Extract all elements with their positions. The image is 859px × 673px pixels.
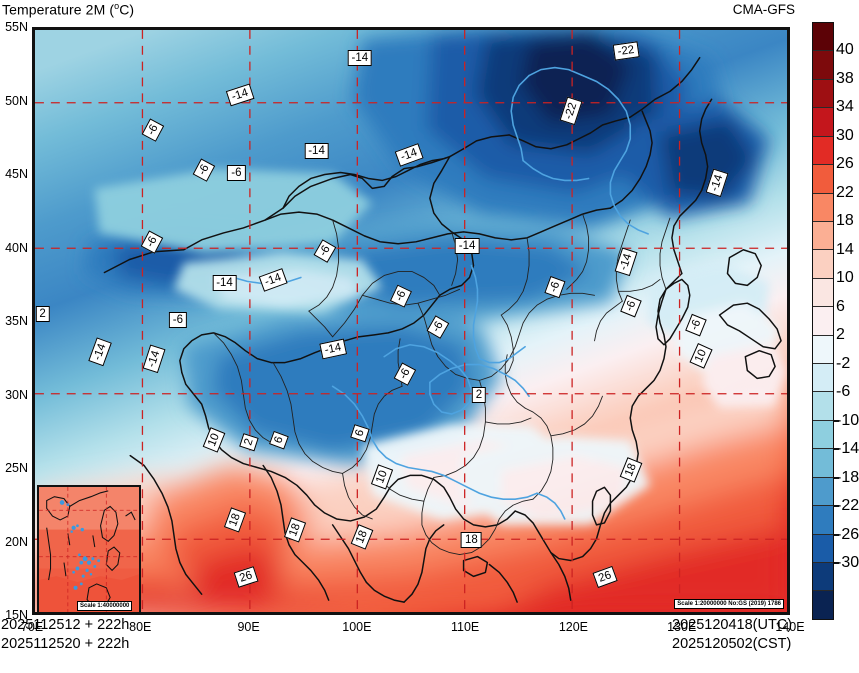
footer-valid-time-cst: 2025120502(CST) — [672, 636, 792, 652]
contour-label--6: -6 — [168, 311, 188, 328]
colorbar-segment — [813, 562, 833, 591]
colorbar-tick--22: -22 — [836, 497, 859, 515]
lat-tick-35n: 35N — [5, 314, 28, 328]
colorbar-segment — [813, 107, 833, 136]
colorbar-segment — [813, 164, 833, 193]
colorbar-segment — [813, 590, 833, 619]
colorbar-segment — [813, 277, 833, 307]
colorbar-tick-mark — [834, 476, 839, 479]
degree-symbol: o — [114, 1, 120, 11]
colorbar-segment — [813, 50, 833, 79]
colorbar-tick-2: 2 — [836, 326, 845, 344]
map-frame[interactable]: -14 -22 -14 -6 -22 -14 -14 -6 -6 -14 -6 -6 -14 -14 -14… — [32, 27, 790, 615]
lat-tick-45n: 45N — [5, 167, 28, 181]
lon-tick-80e: 80E — [129, 620, 152, 634]
colorbar-segment — [813, 334, 833, 364]
colorbar-tick-mark — [834, 505, 839, 508]
colorbar-segment — [813, 533, 833, 563]
map-scale-label: Scale 1:20000000 No:GS (2019) 1786 — [674, 599, 784, 609]
lat-tick-20n: 20N — [5, 534, 28, 549]
page-title: Temperature 2M (oC) — [2, 1, 134, 18]
contour-label--14: -14 — [212, 274, 237, 291]
contour-label-2: 2 — [35, 305, 50, 322]
colorbar-tick-30: 30 — [836, 126, 854, 144]
colorbar-tick-26: 26 — [836, 155, 854, 173]
south-china-sea-inset-map[interactable]: Scale 1:40000000 — [37, 485, 141, 612]
contour-label--6: -6 — [227, 164, 246, 181]
model-label: CMA-GFS — [732, 2, 795, 17]
colorbar-tick-22: 22 — [836, 183, 854, 201]
colorbar-tick-34: 34 — [836, 98, 854, 116]
lat-tick-25n: 25N — [5, 461, 28, 475]
footer-init-time-utc: 2025112512 + 222h — [1, 617, 130, 633]
lat-tick-40n: 40N — [5, 240, 28, 255]
colorbar-tick-mark — [834, 562, 839, 565]
colorbar-segment — [813, 363, 833, 392]
lat-tick-15n: 15N — [5, 608, 28, 622]
colorbar-tick-mark — [834, 419, 839, 422]
footer-valid-time-utc: 2025120418(UTC) — [672, 617, 793, 633]
colorbar-segment — [813, 192, 833, 221]
lon-tick-100e: 100E — [342, 620, 372, 634]
contour-label-18: 18 — [460, 532, 482, 549]
colorbar-segment — [813, 135, 833, 165]
contour-label--14: -14 — [454, 238, 480, 255]
lon-tick-110e: 110E — [451, 620, 480, 634]
colorbar-tick--2: -2 — [836, 354, 851, 372]
contour-label--14: -14 — [347, 49, 373, 66]
lon-tick-120e: 120E — [558, 620, 589, 634]
colorbar-segment — [813, 505, 833, 534]
lat-tick-55n: 55N — [5, 20, 28, 34]
colorbar-tick-40: 40 — [836, 41, 854, 59]
contour-label--22: -22 — [612, 40, 640, 61]
lat-tick-50n: 50N — [5, 93, 28, 108]
colorbar-tick-mark — [834, 448, 839, 451]
colorbar-tick-mark — [834, 533, 839, 536]
colorbar-segment — [813, 220, 833, 250]
colorbar-segment — [813, 23, 833, 51]
colorbar-tick--14: -14 — [836, 440, 859, 458]
colorbar-segment — [813, 391, 833, 420]
colorbar-tick--10: -10 — [836, 411, 859, 429]
lon-tick-70e: 70E — [20, 620, 44, 634]
footer-init-time-cst: 2025112520 + 222h — [1, 636, 130, 652]
colorbar-tick-18: 18 — [836, 212, 854, 230]
inset-scale-label: Scale 1:40000000 — [77, 601, 133, 611]
colorbar-tick-38: 38 — [836, 69, 854, 87]
colorbar-tick-6: 6 — [836, 297, 845, 315]
title-text: Temperature 2M ( — [2, 1, 115, 18]
contour-label-2: 2 — [471, 386, 487, 403]
colorbar-tick-10: 10 — [836, 269, 854, 287]
colorbar-segment — [813, 419, 833, 449]
colorbar[interactable] — [812, 22, 834, 620]
temperature-field — [35, 30, 787, 612]
contour-label--14: -14 — [304, 142, 329, 159]
lat-tick-30n: 30N — [5, 387, 28, 402]
colorbar-segment — [813, 448, 833, 477]
colorbar-tick--18: -18 — [836, 468, 859, 486]
colorbar-segment — [813, 78, 833, 108]
lon-tick-140e: 140E — [775, 620, 805, 634]
colorbar-segment — [813, 306, 833, 335]
colorbar-tick--30: -30 — [836, 554, 859, 572]
lon-tick-130e: 130E — [667, 620, 697, 634]
title-units: C) — [119, 1, 135, 18]
colorbar-tick-14: 14 — [836, 240, 854, 258]
colorbar-tick--26: -26 — [836, 525, 859, 543]
colorbar-segment — [813, 476, 833, 506]
colorbar-segment — [813, 249, 833, 278]
colorbar-tick--6: -6 — [836, 383, 851, 401]
lon-tick-90e: 90E — [237, 620, 260, 634]
